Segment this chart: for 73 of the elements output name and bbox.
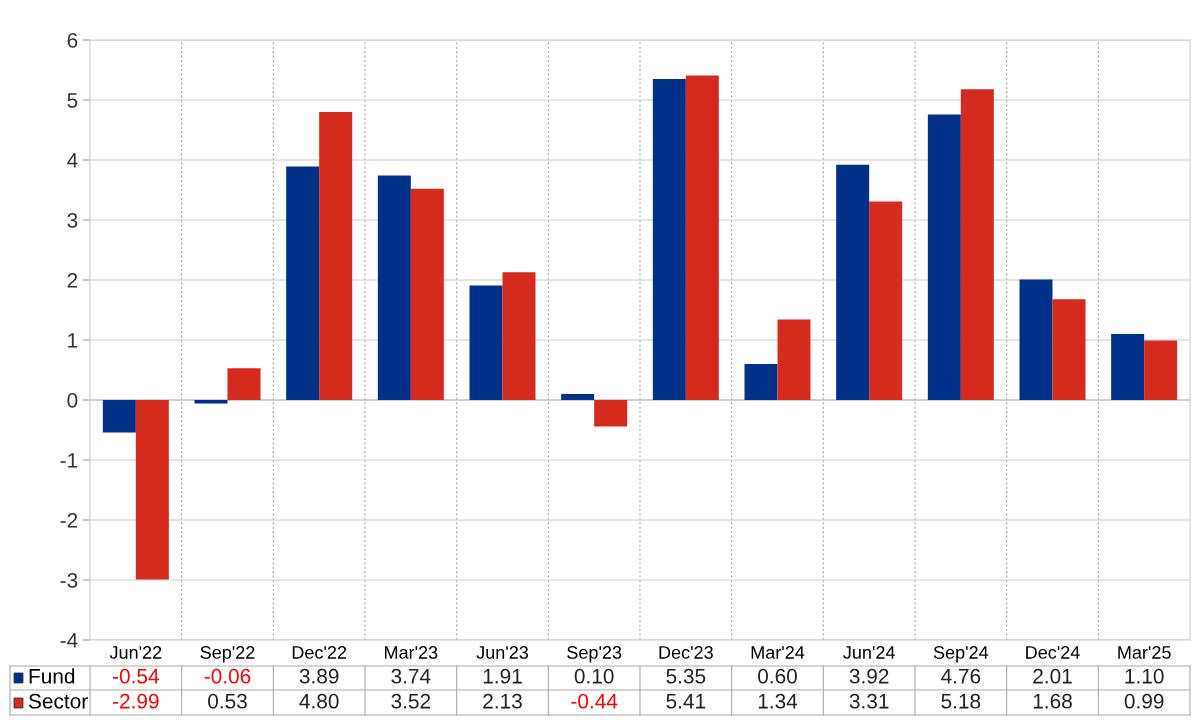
- data-label: 2.01: [1033, 668, 1072, 684]
- data-label: 0.53: [208, 693, 247, 709]
- bar: [927, 114, 961, 400]
- bar: [286, 166, 320, 400]
- data-label: 4.80: [299, 693, 339, 709]
- y-tick-label: 5: [67, 93, 78, 108]
- data-label: 0.10: [574, 668, 614, 684]
- bar: [1019, 279, 1053, 400]
- x-tick-label: Dec'23: [659, 646, 713, 659]
- data-label: -2.99: [113, 693, 159, 709]
- x-tick-label: Sep'23: [567, 646, 622, 663]
- y-tick-label: 0: [67, 393, 78, 408]
- data-label: 3.31: [849, 693, 889, 709]
- data-label: 1.10: [1125, 668, 1164, 684]
- bar: [685, 75, 719, 400]
- bar: [561, 394, 595, 400]
- y-tick-label: 3: [67, 213, 78, 228]
- data-label: 4.76: [941, 668, 981, 684]
- bar: [469, 285, 503, 400]
- x-tick-label: Dec'22: [292, 646, 347, 659]
- x-tick-label: Sep'22: [200, 646, 255, 663]
- bar: [502, 272, 536, 400]
- bar: [102, 400, 136, 433]
- data-label: 5.18: [941, 693, 981, 709]
- y-tick-label: -4: [60, 633, 78, 648]
- bar: [744, 364, 778, 400]
- y-tick-label: 2: [67, 273, 78, 288]
- bar: [410, 188, 444, 400]
- data-label: 0.99: [1124, 693, 1164, 709]
- bar: [319, 112, 353, 400]
- bar: [1052, 299, 1086, 400]
- data-label: 3.52: [391, 693, 431, 709]
- data-label: 1.34: [758, 693, 798, 709]
- x-tick-label: Mar'24: [751, 646, 805, 659]
- x-tick-label: Mar'25: [1118, 646, 1171, 659]
- bar: [836, 164, 870, 400]
- bar: [135, 400, 169, 580]
- data-label: 1.91: [483, 668, 522, 684]
- y-tick-label: -1: [60, 453, 78, 468]
- bar: [869, 201, 903, 400]
- bar: [227, 368, 261, 400]
- bar: [777, 319, 811, 400]
- x-tick-label: Jun'23: [476, 646, 529, 659]
- data-label: -0.06: [204, 668, 251, 684]
- data-label: 5.35: [666, 668, 706, 684]
- x-tick-label: Jun'22: [109, 646, 162, 659]
- x-tick-label: Dec'24: [1026, 646, 1080, 659]
- bar: [377, 175, 411, 400]
- x-tick-label: Jun'24: [843, 646, 895, 659]
- y-tick-label: 4: [67, 153, 78, 168]
- data-label: 1.68: [1033, 693, 1072, 709]
- data-label: 0.60: [758, 668, 797, 684]
- bar: [1144, 340, 1178, 400]
- data-label: 3.92: [849, 668, 889, 684]
- data-label: 2.13: [483, 693, 522, 709]
- data-label: 3.89: [299, 668, 339, 684]
- data-label: -0.54: [113, 668, 159, 684]
- data-label: 3.74: [391, 668, 431, 684]
- bar: [652, 79, 686, 400]
- data-label: -0.44: [571, 693, 618, 709]
- legend-label: Fund: [29, 668, 75, 684]
- x-tick-label: Sep'24: [933, 646, 989, 663]
- data-label: 5.41: [666, 694, 706, 709]
- bar: [194, 400, 228, 404]
- bar: [594, 400, 628, 427]
- y-tick-label: -2: [60, 513, 78, 528]
- y-tick-label: 6: [67, 33, 78, 48]
- legend-label: Sector: [28, 693, 88, 709]
- x-tick-label: Mar'23: [385, 646, 438, 659]
- y-tick-label: 1: [68, 333, 78, 348]
- bar: [960, 89, 994, 400]
- bar: [1111, 334, 1145, 400]
- y-tick-label: -3: [60, 573, 78, 588]
